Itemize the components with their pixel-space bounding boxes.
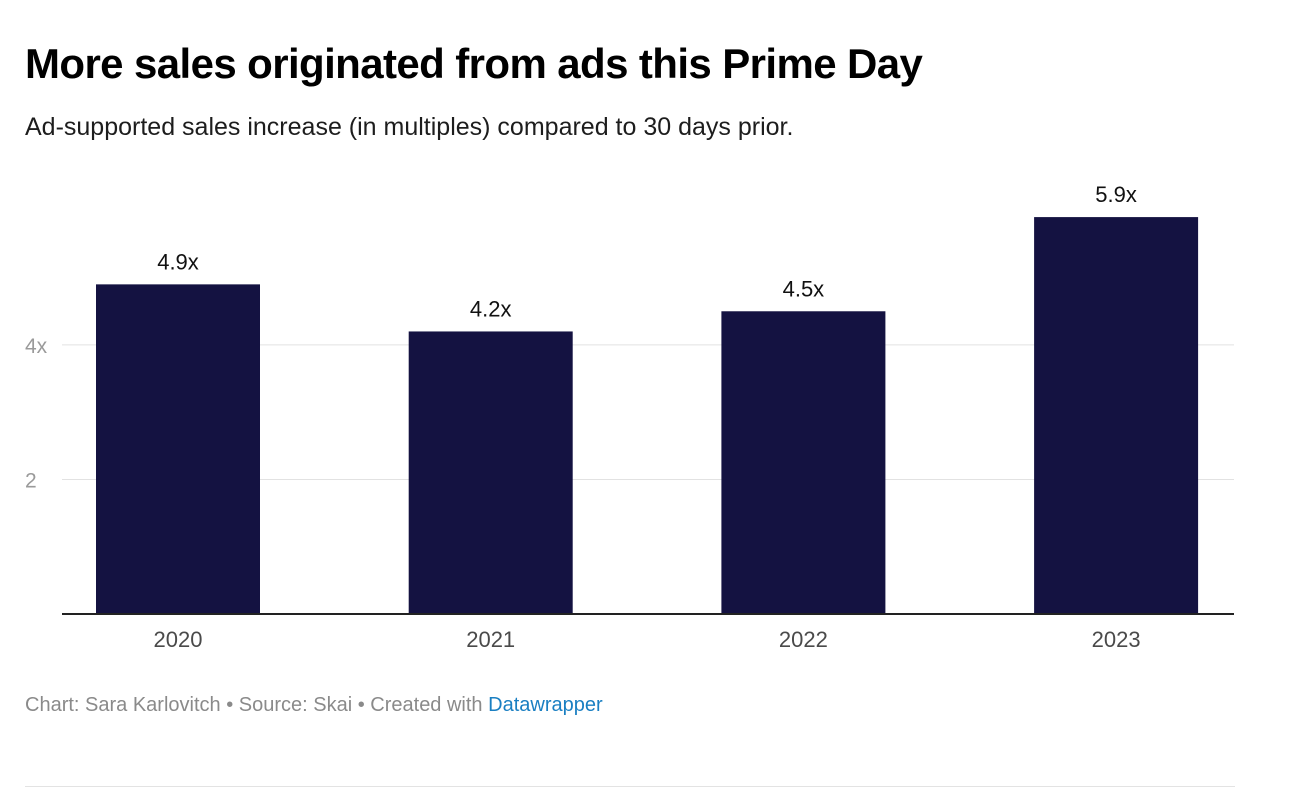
footer-separator: •: [220, 694, 239, 716]
x-tick-label: 2020: [154, 627, 203, 652]
footer-created-with: Created with: [370, 694, 489, 716]
chart-footer: Chart: Sara Karlovitch • Source: Skai • …: [25, 694, 603, 717]
x-tick-label: 2023: [1092, 627, 1141, 652]
chart-title: More sales originated from ads this Prim…: [25, 40, 923, 87]
data-label: 4.9x: [157, 249, 199, 274]
data-label: 4.2x: [470, 296, 512, 321]
data-label: 4.5x: [783, 276, 825, 301]
bottom-divider: [25, 786, 1235, 787]
bar: [721, 311, 886, 614]
footer-separator: •: [352, 694, 371, 716]
y-tick-label: 4x: [25, 335, 48, 358]
bar: [1034, 217, 1199, 614]
datawrapper-link[interactable]: Datawrapper: [488, 694, 603, 716]
x-tick-label: 2021: [466, 627, 515, 652]
y-tick-label: 2: [25, 469, 37, 492]
data-label: 5.9x: [1095, 182, 1137, 207]
footer-source: Source: Skai: [238, 694, 353, 716]
bar: [408, 331, 573, 614]
bar-chart: 2 4x 4.9x 2020 4.2x 2021 4.5x 2022 5.9x 2023: [25, 182, 1234, 652]
x-tick-label: 2022: [779, 627, 828, 652]
chart-subtitle: Ad-supported sales increase (in multiple…: [25, 113, 794, 141]
bar: [96, 284, 260, 614]
footer-author: Chart: Sara Karlovitch: [25, 694, 221, 716]
